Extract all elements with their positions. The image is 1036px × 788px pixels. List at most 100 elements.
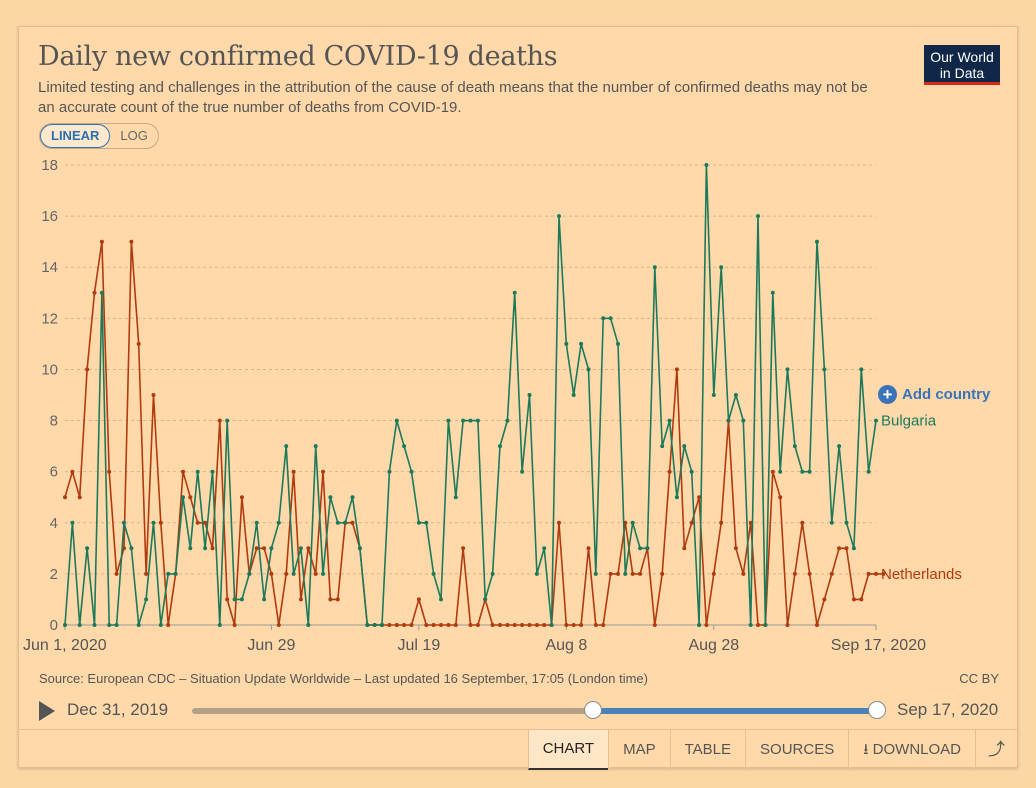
data-point-netherlands bbox=[276, 623, 281, 627]
data-point-bulgaria bbox=[733, 393, 738, 397]
y-tick-label: 4 bbox=[50, 515, 58, 532]
timeline-start-label: Dec 31, 2019 bbox=[67, 700, 169, 719]
data-point-bulgaria bbox=[276, 520, 281, 525]
timeline-start-handle[interactable] bbox=[583, 701, 602, 719]
data-point-bulgaria bbox=[645, 546, 650, 551]
data-point-netherlands bbox=[505, 623, 510, 627]
data-point-netherlands bbox=[630, 571, 635, 576]
data-point-netherlands bbox=[321, 469, 325, 474]
data-point-bulgaria bbox=[579, 341, 584, 346]
data-point-netherlands bbox=[490, 623, 495, 627]
data-point-bulgaria bbox=[107, 623, 112, 627]
source-note[interactable]: Source: European CDC – Situation Update … bbox=[39, 671, 648, 686]
tab-table[interactable]: TABLE bbox=[669, 730, 745, 770]
data-point-bulgaria bbox=[748, 623, 753, 627]
download-icon: ⭳ bbox=[863, 741, 869, 758]
data-point-bulgaria bbox=[822, 367, 827, 372]
data-point-bulgaria bbox=[298, 546, 303, 551]
data-point-bulgaria bbox=[217, 623, 222, 627]
data-point-bulgaria bbox=[70, 520, 75, 525]
data-point-netherlands bbox=[866, 571, 871, 576]
chart-card: Daily new confirmed COVID-19 deaths Limi… bbox=[18, 26, 1018, 770]
data-point-netherlands bbox=[291, 469, 296, 474]
data-point-netherlands bbox=[424, 623, 429, 627]
data-point-bulgaria bbox=[719, 265, 724, 270]
data-point-netherlands bbox=[667, 469, 672, 474]
timeline-slider[interactable] bbox=[192, 701, 886, 719]
tab-map[interactable]: MAP bbox=[608, 730, 670, 770]
data-point-netherlands bbox=[807, 571, 812, 576]
data-point-bulgaria bbox=[461, 418, 466, 423]
data-point-bulgaria bbox=[439, 597, 443, 602]
data-point-netherlands bbox=[409, 623, 414, 627]
data-point-bulgaria bbox=[122, 520, 126, 525]
tab-download[interactable]: ⭳ DOWNLOAD bbox=[848, 730, 975, 770]
data-point-bulgaria bbox=[372, 623, 377, 627]
data-point-netherlands bbox=[225, 597, 230, 602]
data-point-bulgaria bbox=[756, 214, 760, 219]
y-tick-label: 14 bbox=[41, 259, 58, 276]
data-point-bulgaria bbox=[829, 520, 834, 525]
owid-logo[interactable]: Our World in Data bbox=[924, 45, 1000, 85]
data-point-bulgaria bbox=[763, 623, 768, 627]
tab-chart[interactable]: CHART bbox=[527, 730, 609, 770]
data-point-bulgaria bbox=[291, 571, 296, 576]
data-point-netherlands bbox=[468, 623, 473, 627]
data-point-netherlands bbox=[77, 495, 82, 500]
add-country-label: Add country bbox=[902, 386, 991, 403]
data-point-netherlands bbox=[136, 341, 141, 346]
data-point-netherlands bbox=[719, 520, 724, 525]
data-point-netherlands bbox=[203, 520, 208, 525]
tab-sources[interactable]: SOURCES bbox=[745, 730, 848, 770]
data-point-bulgaria bbox=[313, 444, 318, 449]
play-icon[interactable] bbox=[39, 701, 55, 721]
data-point-netherlands bbox=[638, 571, 643, 576]
add-country-button[interactable]: + Add country bbox=[878, 385, 990, 404]
data-point-bulgaria bbox=[380, 623, 384, 627]
linear-scale-button[interactable]: LINEAR bbox=[40, 124, 111, 148]
data-point-bulgaria bbox=[416, 520, 421, 525]
data-point-bulgaria bbox=[262, 597, 267, 602]
chart-title: Daily new confirmed COVID-19 deaths bbox=[38, 41, 558, 72]
data-point-netherlands bbox=[151, 393, 156, 397]
data-point-netherlands bbox=[792, 571, 797, 576]
data-point-bulgaria bbox=[158, 623, 163, 627]
timeline-end-handle[interactable] bbox=[868, 701, 886, 719]
data-point-bulgaria bbox=[365, 623, 370, 627]
data-point-netherlands bbox=[534, 623, 539, 627]
data-point-bulgaria bbox=[483, 597, 488, 602]
data-point-bulgaria bbox=[402, 444, 407, 449]
data-point-netherlands bbox=[166, 623, 171, 627]
log-scale-button[interactable]: LOG bbox=[120, 128, 148, 143]
share-icon[interactable]: ⤴ bbox=[975, 730, 1017, 770]
data-point-bulgaria bbox=[512, 290, 517, 295]
data-point-bulgaria bbox=[453, 495, 458, 500]
tab-bar: CHART MAP TABLE SOURCES ⭳ DOWNLOAD ⤴ bbox=[19, 729, 1017, 770]
data-point-netherlands bbox=[181, 469, 185, 474]
data-point-bulgaria bbox=[210, 469, 215, 474]
license-link[interactable]: CC BY bbox=[959, 671, 999, 686]
data-point-bulgaria bbox=[726, 418, 731, 423]
data-point-netherlands bbox=[446, 623, 451, 627]
data-point-bulgaria bbox=[387, 469, 392, 474]
data-point-bulgaria bbox=[203, 546, 208, 551]
plus-circle-icon: + bbox=[878, 385, 897, 404]
data-point-netherlands bbox=[704, 623, 709, 627]
logo-line-1: Our World bbox=[930, 49, 994, 65]
download-label: DOWNLOAD bbox=[872, 741, 961, 758]
data-point-netherlands bbox=[557, 520, 561, 525]
data-point-netherlands bbox=[564, 623, 569, 627]
data-point-netherlands bbox=[520, 623, 525, 627]
data-point-netherlands bbox=[306, 546, 311, 551]
x-tick-label: Jun 1, 2020 bbox=[23, 637, 107, 654]
data-point-bulgaria bbox=[616, 341, 620, 346]
data-point-bulgaria bbox=[593, 571, 598, 576]
data-point-netherlands bbox=[402, 623, 407, 627]
data-point-bulgaria bbox=[697, 623, 702, 627]
x-tick-label: Sep 17, 2020 bbox=[831, 637, 926, 654]
data-point-netherlands bbox=[85, 367, 90, 372]
data-point-netherlands bbox=[92, 290, 97, 295]
data-point-bulgaria bbox=[638, 546, 643, 551]
data-point-bulgaria bbox=[542, 546, 547, 551]
data-point-netherlands bbox=[210, 546, 215, 551]
